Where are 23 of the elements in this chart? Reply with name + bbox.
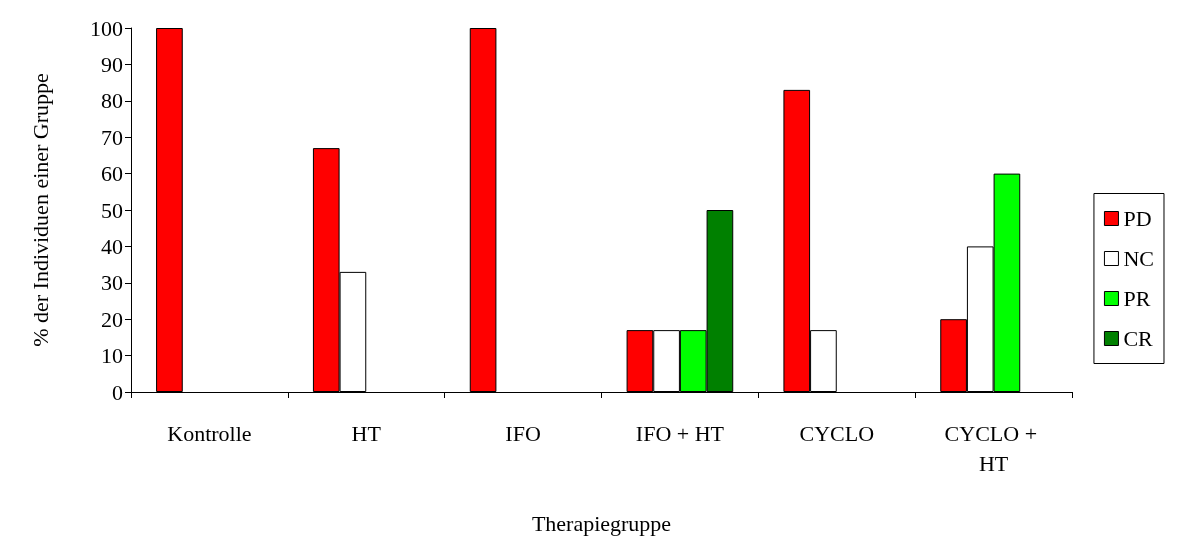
legend-label: CR [1123, 326, 1154, 351]
legend-label: NC [1123, 246, 1154, 271]
x-tick-label: CYCLO [799, 420, 875, 446]
x-tick-label: Kontrolle [167, 420, 252, 446]
y-tick-label: 50 [101, 197, 123, 223]
x-tick-label: IFO + HT [635, 420, 725, 446]
y-tick-label: 90 [101, 51, 123, 77]
legend-label: PR [1123, 286, 1151, 311]
x-axis-title: Therapiegruppe [531, 510, 672, 536]
legend-label: PD [1123, 206, 1152, 231]
x-tick-label: IFO [505, 420, 541, 446]
y-tick-label: 60 [101, 161, 123, 187]
y-tick-label: 70 [101, 124, 123, 150]
x-tick-label: HT [351, 420, 382, 446]
y-tick-label: 100 [90, 15, 123, 41]
y-axis-title: % der Individuen einer Gruppe [27, 73, 53, 347]
y-tick-label: 40 [101, 233, 123, 259]
x-tick-label: CYCLO + HT [944, 420, 1043, 476]
y-tick-label: 20 [101, 306, 123, 332]
y-tick-label: 0 [112, 379, 123, 405]
y-tick-label: 80 [101, 88, 123, 114]
y-tick-label: 10 [101, 343, 123, 369]
y-tick-label: 30 [101, 270, 123, 296]
